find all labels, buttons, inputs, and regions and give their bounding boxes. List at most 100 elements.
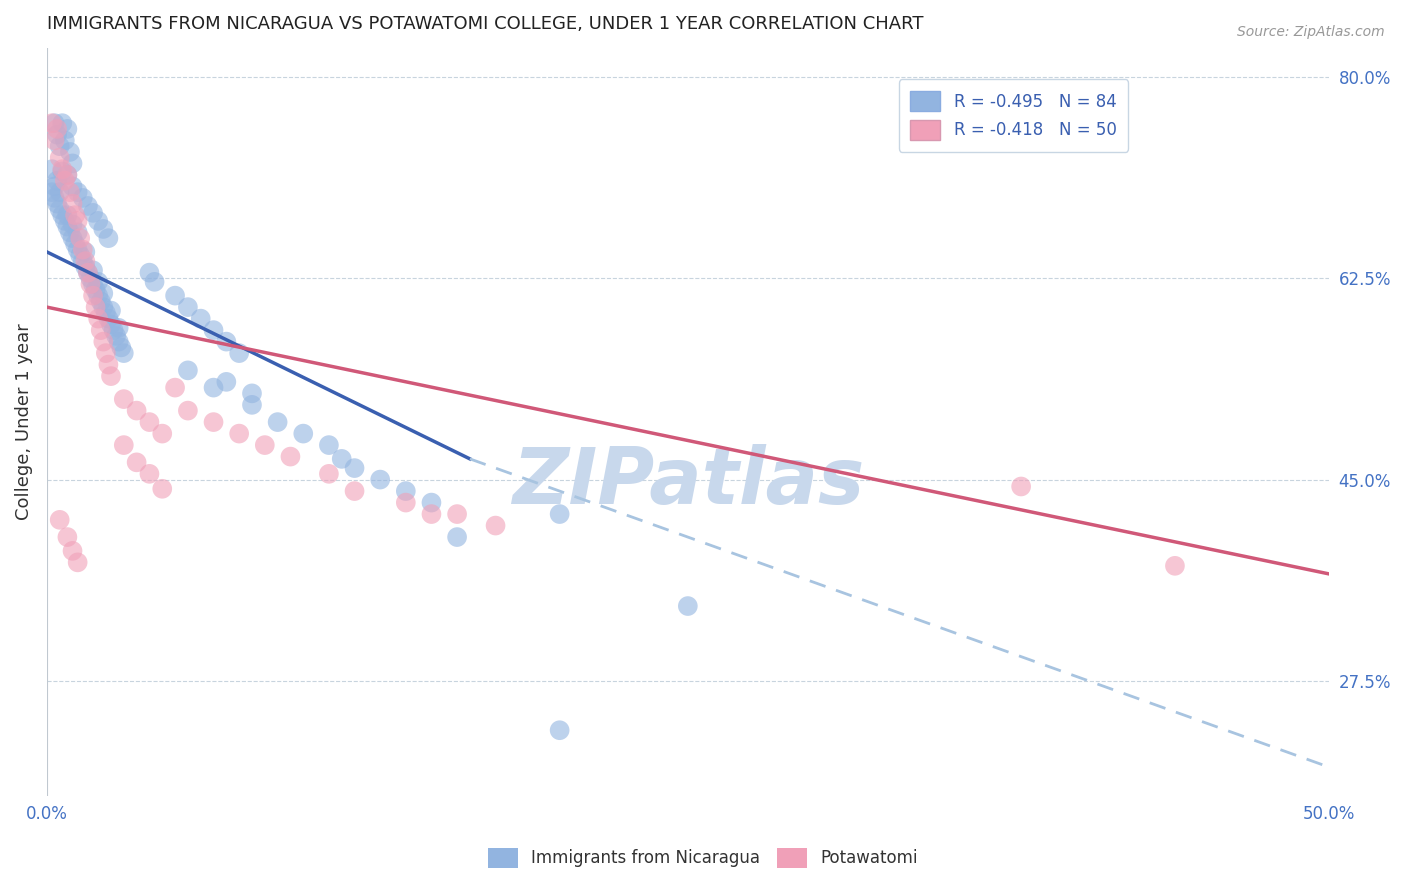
Point (240, 398, 263, 412)
Point (44, 179, 66, 194)
Point (84, 283, 107, 297)
Point (82, 263, 104, 277)
Point (59, 226, 82, 240)
Point (90, 323, 112, 337)
Point (100, 369, 122, 384)
Point (94, 346, 117, 360)
Point (51, 162, 73, 177)
Point (56, 530, 79, 544)
Point (59, 185, 82, 199)
Point (46, 122, 69, 136)
Point (90, 294, 112, 309)
Point (94, 306, 117, 320)
Text: Source: ZipAtlas.com: Source: ZipAtlas.com (1237, 25, 1385, 39)
Point (62, 544, 84, 558)
Point (138, 415, 160, 429)
Point (177, 403, 200, 417)
Point (77, 266, 100, 280)
Point (253, 438, 276, 452)
Point (97, 311, 120, 326)
Point (56, 219, 79, 234)
Point (44, 133, 66, 147)
Legend: R = -0.495   N = 84, R = -0.418   N = 50: R = -0.495 N = 84, R = -0.418 N = 50 (898, 79, 1128, 152)
Point (82, 288, 104, 302)
Point (66, 226, 89, 240)
Y-axis label: College, Under 1 year: College, Under 1 year (15, 324, 32, 520)
Point (75, 254, 97, 268)
Point (202, 323, 225, 337)
Point (48, 185, 70, 199)
Point (484, 518, 506, 533)
Point (103, 323, 125, 337)
Point (56, 122, 79, 136)
Point (318, 438, 340, 452)
Point (77, 199, 100, 213)
Point (66, 555, 89, 569)
Point (56, 208, 79, 222)
Point (280, 450, 302, 464)
Point (420, 507, 443, 521)
Point (53, 133, 76, 147)
Point (91, 300, 114, 314)
Point (77, 266, 100, 280)
Point (72, 191, 94, 205)
Point (79, 277, 101, 292)
Point (343, 484, 366, 499)
Point (330, 451, 353, 466)
Point (48, 139, 70, 153)
Point (107, 334, 129, 349)
Point (53, 174, 76, 188)
Point (368, 473, 391, 487)
Point (446, 507, 468, 521)
Point (44, 191, 66, 205)
Point (53, 214, 76, 228)
Point (79, 271, 101, 285)
Point (48, 513, 70, 527)
Point (202, 415, 225, 429)
Point (56, 168, 79, 182)
Point (91, 222, 114, 236)
Point (177, 300, 200, 314)
Legend: Immigrants from Nicaragua, Potawatomi: Immigrants from Nicaragua, Potawatomi (481, 841, 925, 875)
Point (41, 162, 63, 177)
Point (44, 116, 66, 130)
Point (66, 243, 89, 257)
Point (395, 484, 418, 499)
Point (91, 334, 114, 349)
Point (1010, 479, 1032, 493)
Point (420, 495, 443, 509)
Point (62, 218, 84, 232)
Point (87, 288, 110, 302)
Point (150, 482, 173, 496)
Point (51, 116, 73, 130)
Point (72, 243, 94, 257)
Point (100, 303, 122, 318)
Point (48, 151, 70, 165)
Point (228, 346, 250, 360)
Point (62, 179, 84, 194)
Point (143, 275, 166, 289)
Point (150, 426, 173, 441)
Point (51, 208, 73, 222)
Point (97, 231, 120, 245)
Point (138, 467, 160, 481)
Point (56, 168, 79, 182)
Point (82, 277, 104, 292)
Point (66, 185, 89, 199)
Point (69, 248, 91, 262)
Point (46, 174, 69, 188)
Point (548, 723, 571, 738)
Point (395, 495, 418, 509)
Point (240, 386, 263, 401)
Point (177, 363, 200, 377)
Point (107, 321, 129, 335)
Point (165, 288, 187, 302)
Point (112, 392, 135, 406)
Point (84, 300, 107, 314)
Point (41, 185, 63, 199)
Point (48, 202, 70, 217)
Point (46, 196, 69, 211)
Point (165, 381, 187, 395)
Point (138, 266, 160, 280)
Point (292, 426, 315, 441)
